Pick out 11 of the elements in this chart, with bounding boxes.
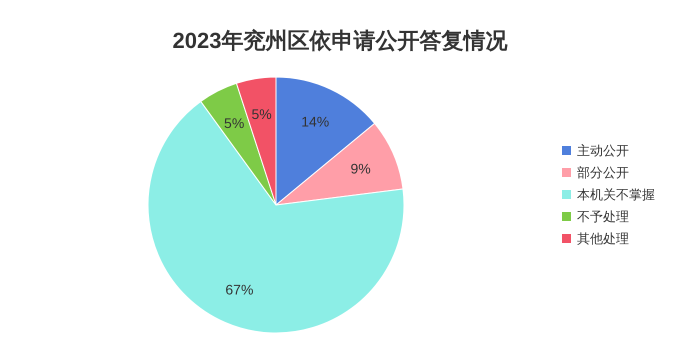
legend-label: 不予处理 xyxy=(577,209,629,224)
legend-label: 其他处理 xyxy=(577,231,629,246)
data-label: 9% xyxy=(350,160,371,176)
data-label: 14% xyxy=(301,114,330,130)
data-label: 5% xyxy=(251,106,272,122)
legend-label: 主动公开 xyxy=(577,143,629,158)
data-label: 67% xyxy=(225,282,254,298)
legend-label: 部分公开 xyxy=(577,165,629,180)
chart-title: 2023年兖州区依申请公开答复情况 xyxy=(172,28,508,53)
legend-label: 本机关不掌握 xyxy=(577,187,655,202)
data-label: 5% xyxy=(224,114,244,131)
